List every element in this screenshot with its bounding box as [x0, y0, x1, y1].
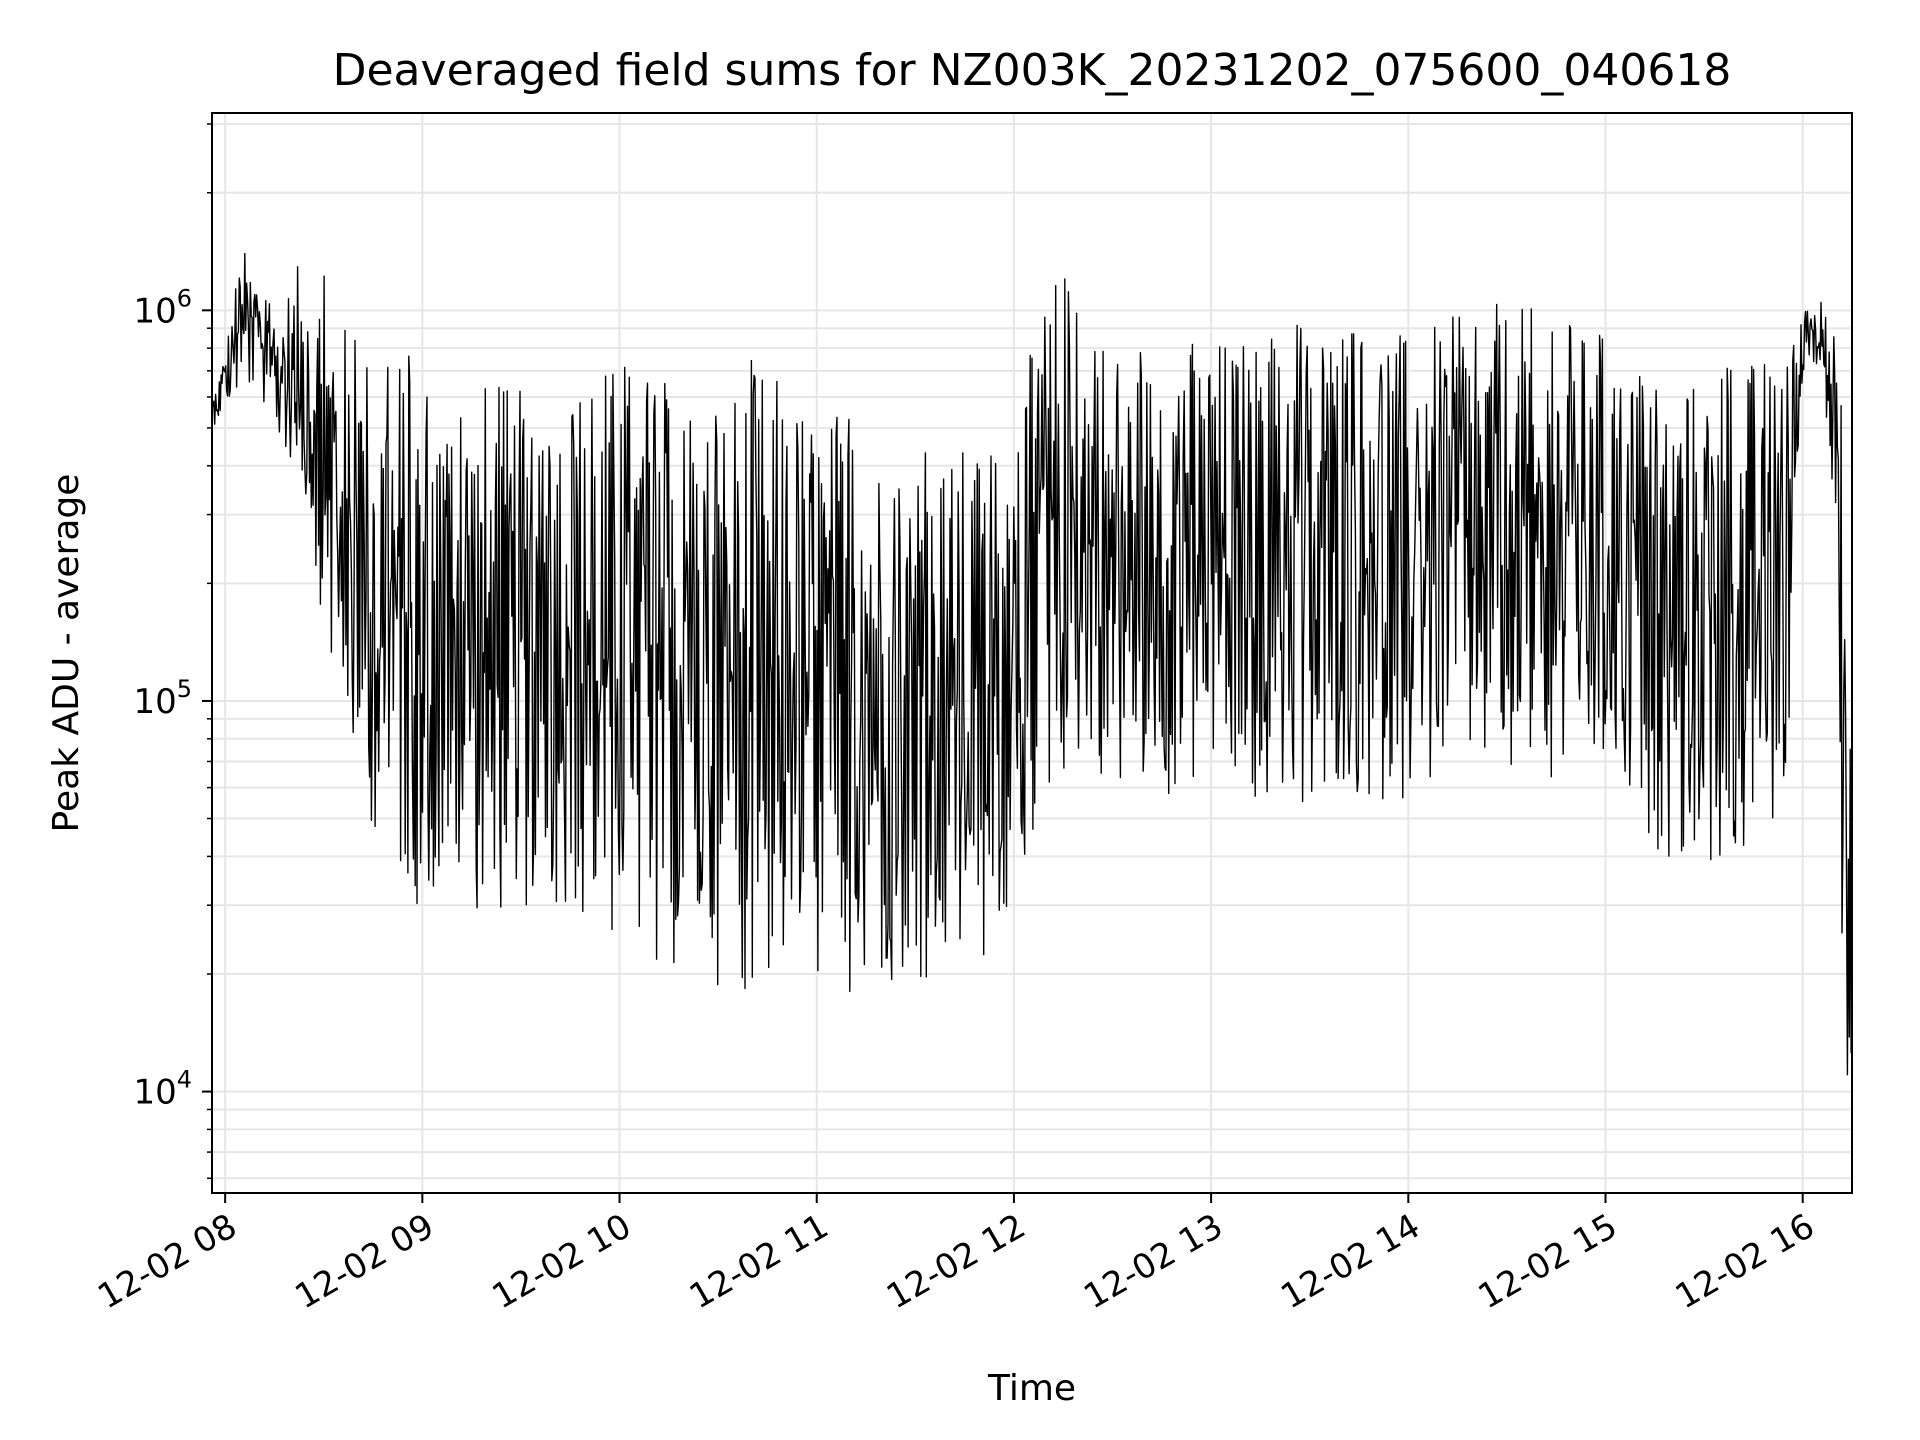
y-tick-label: 106 [133, 284, 192, 331]
chart-title: Deaveraged field sums for NZ003K_2023120… [333, 45, 1732, 96]
y-axis-title: Peak ADU - average [46, 474, 87, 833]
x-tick-label: 12-02 09 [288, 1206, 440, 1317]
y-tick-label: 104 [133, 1066, 192, 1113]
data-layer [211, 252, 1853, 1076]
x-tick-label: 12-02 13 [1077, 1206, 1229, 1317]
x-tick-label: 12-02 14 [1274, 1206, 1426, 1317]
x-tick-label: 12-02 16 [1669, 1206, 1821, 1317]
x-tick-label: 12-02 12 [880, 1206, 1032, 1317]
x-tick-label: 12-02 11 [683, 1206, 835, 1317]
x-tick-label: 12-02 08 [91, 1206, 243, 1317]
y-tick-label: 105 [133, 675, 192, 722]
plot-frame [211, 112, 1853, 1194]
x-tick-label: 12-02 15 [1472, 1206, 1624, 1317]
x-axis-title: Time [987, 1368, 1076, 1409]
x-tick-label: 12-02 10 [486, 1206, 638, 1317]
data-series-line [211, 252, 1853, 1076]
